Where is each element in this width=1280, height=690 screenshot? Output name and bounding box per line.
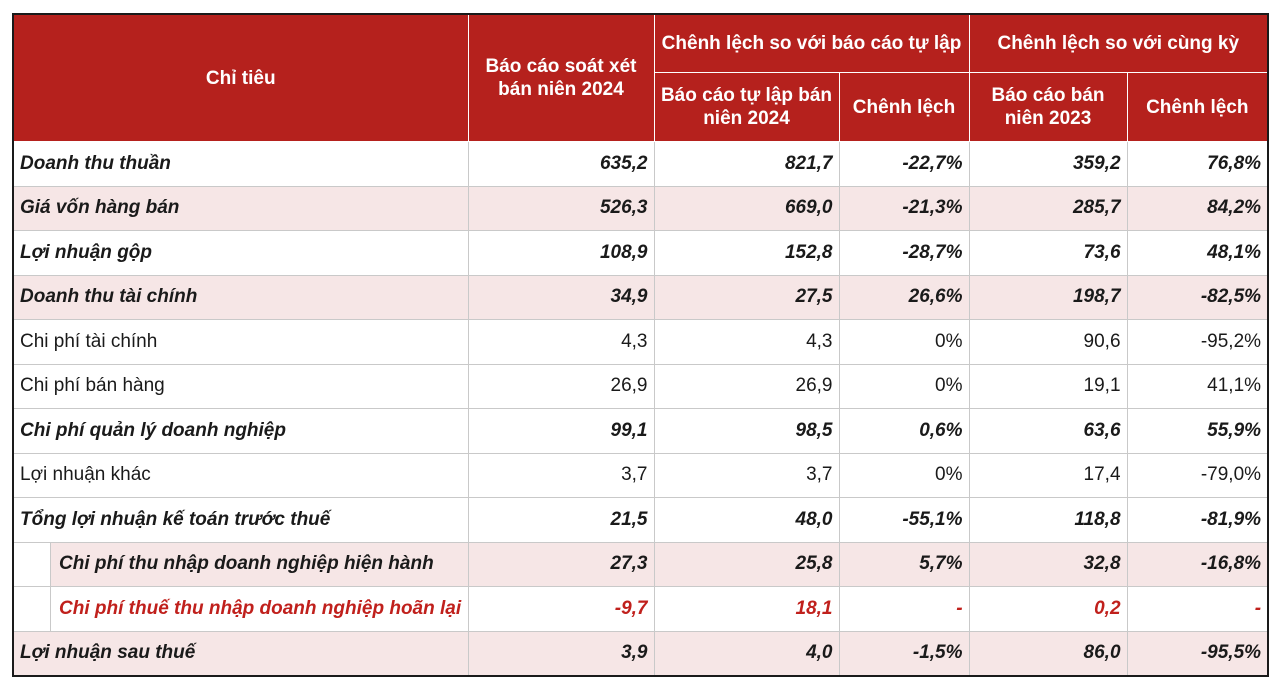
cell-self-report: 18,1 xyxy=(653,586,840,632)
cell-self-report: 4,3 xyxy=(653,319,840,365)
cell-report-2023: 63,6 xyxy=(968,408,1128,454)
cell-diff-yoy: 84,2% xyxy=(1126,185,1269,231)
row-label-text: Chi phí thu nhập doanh nghiệp hiện hành xyxy=(59,553,434,575)
header-group-yoy: Chênh lệch so với cùng kỳ xyxy=(968,13,1269,73)
cell-report-2023: 198,7 xyxy=(968,274,1128,320)
cell-diff-yoy: - xyxy=(1126,586,1269,632)
cell-reviewed: 635,2 xyxy=(467,141,655,187)
cell-diff-yoy: -16,8% xyxy=(1126,541,1269,587)
header-indicator: Chỉ tiêu xyxy=(12,13,469,142)
row-label: Chi phí thuế thu nhập doanh nghiệp hoãn … xyxy=(12,586,469,632)
cell-diff-self: - xyxy=(838,586,970,632)
cell-report-2023: 118,8 xyxy=(968,497,1128,543)
table-row: Chi phí thuế thu nhập doanh nghiệp hoãn … xyxy=(12,586,1269,632)
table-row: Chi phí bán hàng 26,9 26,9 0% 19,1 41,1% xyxy=(12,363,1269,409)
cell-self-report: 98,5 xyxy=(653,408,840,454)
table-row: Lợi nhuận gộp 108,9 152,8 -28,7% 73,6 48… xyxy=(12,230,1269,276)
cell-reviewed: 27,3 xyxy=(467,541,655,587)
cell-report-2023: 0,2 xyxy=(968,586,1128,632)
header-self-report: Báo cáo tự lập bán niên 2024 xyxy=(653,72,840,142)
header-diff-self: Chênh lệch xyxy=(838,72,970,142)
row-label: Chi phí bán hàng xyxy=(12,363,469,409)
cell-diff-self: -22,7% xyxy=(838,141,970,187)
table-row: Chi phí thu nhập doanh nghiệp hiện hành … xyxy=(12,541,1269,587)
cell-reviewed: 4,3 xyxy=(467,319,655,365)
cell-self-report: 27,5 xyxy=(653,274,840,320)
cell-self-report: 4,0 xyxy=(653,630,840,677)
cell-reviewed: 3,7 xyxy=(467,452,655,498)
table-row: Doanh thu thuần 635,2 821,7 -22,7% 359,2… xyxy=(12,141,1269,187)
cell-reviewed: 99,1 xyxy=(467,408,655,454)
table-header: Chỉ tiêu Báo cáo soát xét bán niên 2024 … xyxy=(12,13,1269,142)
cell-reviewed: 108,9 xyxy=(467,230,655,276)
row-label: Lợi nhuận gộp xyxy=(12,230,469,276)
cell-report-2023: 32,8 xyxy=(968,541,1128,587)
row-label: Chi phí tài chính xyxy=(12,319,469,365)
cell-diff-self: -28,7% xyxy=(838,230,970,276)
cell-self-report: 48,0 xyxy=(653,497,840,543)
row-label: Chi phí thu nhập doanh nghiệp hiện hành xyxy=(12,541,469,587)
cell-diff-self: 5,7% xyxy=(838,541,970,587)
cell-diff-self: 0% xyxy=(838,452,970,498)
table-row: Chi phí quản lý doanh nghiệp 99,1 98,5 0… xyxy=(12,408,1269,454)
cell-diff-self: 26,6% xyxy=(838,274,970,320)
cell-report-2023: 17,4 xyxy=(968,452,1128,498)
row-label: Chi phí quản lý doanh nghiệp xyxy=(12,408,469,454)
table-row: Lợi nhuận khác 3,7 3,7 0% 17,4 -79,0% xyxy=(12,452,1269,498)
row-label: Lợi nhuận khác xyxy=(12,452,469,498)
cell-self-report: 3,7 xyxy=(653,452,840,498)
cell-diff-self: 0% xyxy=(838,319,970,365)
cell-reviewed: 526,3 xyxy=(467,185,655,231)
cell-self-report: 669,0 xyxy=(653,185,840,231)
table-row: Lợi nhuận sau thuế 3,9 4,0 -1,5% 86,0 -9… xyxy=(12,630,1269,677)
cell-diff-yoy: 41,1% xyxy=(1126,363,1269,409)
cell-reviewed: -9,7 xyxy=(467,586,655,632)
row-label: Doanh thu tài chính xyxy=(12,274,469,320)
header-reviewed-report: Báo cáo soát xét bán niên 2024 xyxy=(467,13,655,142)
cell-self-report: 25,8 xyxy=(653,541,840,587)
cell-diff-yoy: 48,1% xyxy=(1126,230,1269,276)
cell-diff-self: -1,5% xyxy=(838,630,970,677)
header-group-self-report: Chênh lệch so với báo cáo tự lập xyxy=(653,13,970,73)
cell-self-report: 152,8 xyxy=(653,230,840,276)
table-row: Giá vốn hàng bán 526,3 669,0 -21,3% 285,… xyxy=(12,185,1269,231)
table-row: Chi phí tài chính 4,3 4,3 0% 90,6 -95,2% xyxy=(12,319,1269,365)
cell-reviewed: 21,5 xyxy=(467,497,655,543)
cell-diff-yoy: -82,5% xyxy=(1126,274,1269,320)
cell-self-report: 821,7 xyxy=(653,141,840,187)
cell-diff-self: -55,1% xyxy=(838,497,970,543)
cell-diff-yoy: -79,0% xyxy=(1126,452,1269,498)
header-report-2023: Báo cáo bán niên 2023 xyxy=(968,72,1128,142)
cell-report-2023: 86,0 xyxy=(968,630,1128,677)
table-row: Doanh thu tài chính 34,9 27,5 26,6% 198,… xyxy=(12,274,1269,320)
cell-report-2023: 90,6 xyxy=(968,319,1128,365)
cell-diff-yoy: -95,5% xyxy=(1126,630,1269,677)
cell-report-2023: 73,6 xyxy=(968,230,1128,276)
cell-reviewed: 3,9 xyxy=(467,630,655,677)
row-label: Tổng lợi nhuận kế toán trước thuế xyxy=(12,497,469,543)
cell-self-report: 26,9 xyxy=(653,363,840,409)
row-label: Doanh thu thuần xyxy=(12,141,469,187)
indent-spacer xyxy=(14,587,51,631)
cell-diff-self: 0% xyxy=(838,363,970,409)
row-label: Giá vốn hàng bán xyxy=(12,185,469,231)
cell-reviewed: 34,9 xyxy=(467,274,655,320)
table-row: Tổng lợi nhuận kế toán trước thuế 21,5 4… xyxy=(12,497,1269,543)
header-diff-yoy: Chênh lệch xyxy=(1126,72,1269,142)
cell-diff-yoy: 76,8% xyxy=(1126,141,1269,187)
cell-diff-yoy: 55,9% xyxy=(1126,408,1269,454)
cell-diff-yoy: -81,9% xyxy=(1126,497,1269,543)
cell-report-2023: 359,2 xyxy=(968,141,1128,187)
indent-spacer xyxy=(14,542,51,586)
cell-report-2023: 285,7 xyxy=(968,185,1128,231)
financial-comparison-table: Chỉ tiêu Báo cáo soát xét bán niên 2024 … xyxy=(12,13,1270,677)
table-body: Doanh thu thuần 635,2 821,7 -22,7% 359,2… xyxy=(12,141,1269,677)
cell-report-2023: 19,1 xyxy=(968,363,1128,409)
cell-reviewed: 26,9 xyxy=(467,363,655,409)
cell-diff-self: -21,3% xyxy=(838,185,970,231)
row-label-text: Chi phí thuế thu nhập doanh nghiệp hoãn … xyxy=(59,597,462,619)
cell-diff-self: 0,6% xyxy=(838,408,970,454)
cell-diff-yoy: -95,2% xyxy=(1126,319,1269,365)
row-label: Lợi nhuận sau thuế xyxy=(12,630,469,677)
